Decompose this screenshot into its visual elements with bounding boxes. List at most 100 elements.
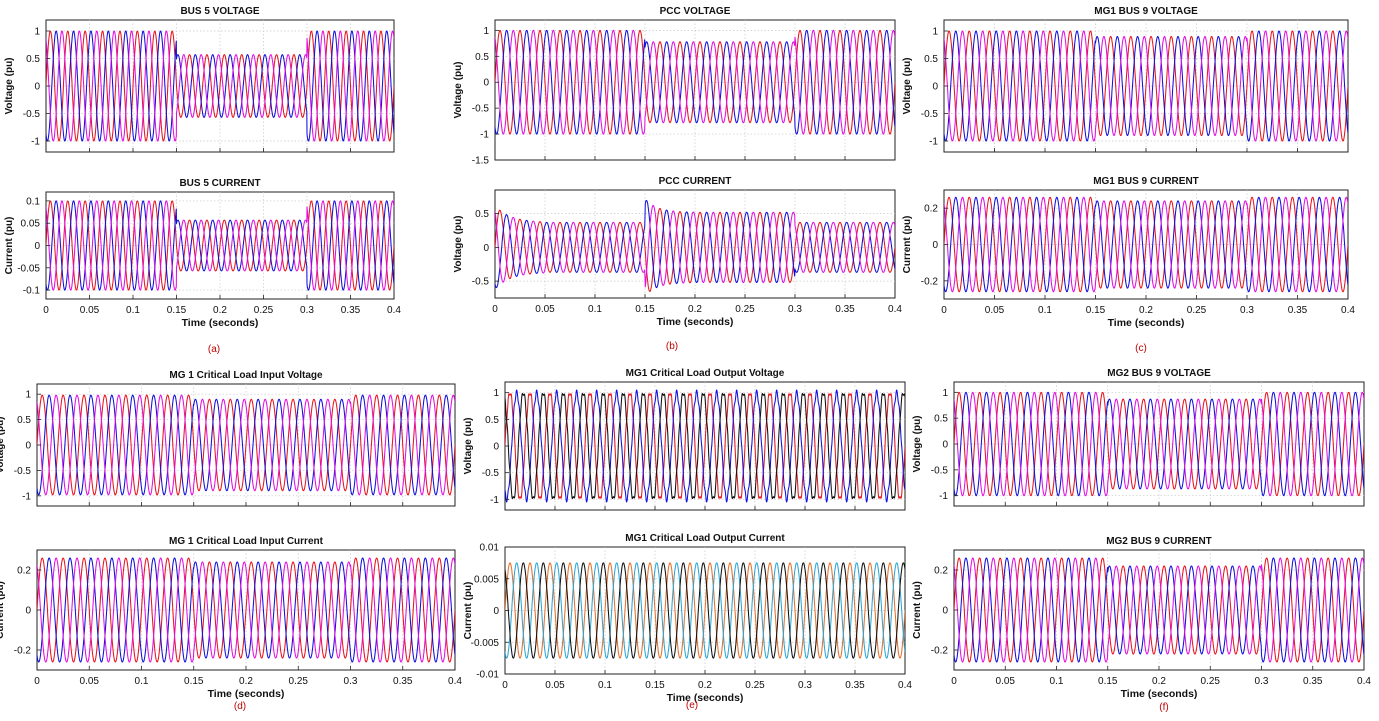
y-tick-label: 0.2: [934, 566, 948, 577]
chart-title: MG1 Critical Load Output Voltage: [626, 368, 785, 379]
phase-1-trace: [944, 196, 1348, 293]
x-tick-label: 0.3: [1240, 305, 1254, 316]
x-tick-label: 0.05: [996, 676, 1016, 687]
phase-3-trace: [954, 391, 1364, 497]
phase-3-trace: [46, 30, 394, 142]
x-tick-label: 0.4: [448, 676, 462, 687]
y-tick-label: -1: [22, 491, 31, 502]
x-tick-label: 0.3: [798, 680, 812, 691]
y-tick-label: 0.5: [26, 54, 40, 65]
x-tick-label: 0.1: [598, 680, 612, 691]
x-tick-label: 0.05: [535, 304, 555, 315]
y-axis-label: Voltage (pu): [0, 416, 6, 473]
chart-pcc-current: -0.5 0 0.5 0 0.05 0.1 0.15 0.2 0.25 0.3 0.35 0.4 PCC…: [453, 176, 902, 328]
traces: [954, 391, 1364, 497]
x-axis-label: Time (seconds): [1121, 688, 1198, 700]
x-tick-label: 0.4: [1341, 305, 1355, 316]
x-tick-label: 0.15: [645, 680, 665, 691]
x-tick-label: 0.05: [985, 305, 1005, 316]
chart-mg2-bus-9-current: -0.2 0 0.2 0 0.05 0.1 0.15 0.2 0.25 0.3 0.35 0.4 MG2…: [912, 536, 1371, 700]
traces: [495, 199, 895, 292]
x-tick-label: 0.25: [254, 305, 274, 316]
phase-3-trace: [46, 200, 394, 291]
y-tick-label: 0.05: [21, 219, 41, 230]
phase-2-trace: [46, 200, 394, 291]
y-axis-label: Voltage (pu): [463, 417, 474, 474]
chart-title: MG 1 Critical Load Input Current: [169, 536, 324, 547]
y-axis-label: Voltage (pu): [4, 57, 15, 114]
y-tick-label: 1: [932, 27, 938, 38]
traces: [37, 394, 455, 496]
chart-mg-1-critical-load-input-voltage: -1 -0.5 0 0.5 1 MG 1 Critical Load Input Volt…: [0, 370, 456, 507]
x-tick-label: 0.15: [1098, 676, 1118, 687]
x-tick-label: 0.3: [344, 676, 358, 687]
y-tick-label: 1: [483, 26, 489, 37]
phase-1-trace: [495, 29, 895, 135]
chart-bus-5-voltage: -1 -0.5 0 0.5 1 BUS 5 VOLTAGE Voltage (pu): [4, 6, 395, 153]
x-tick-label: 0.35: [845, 680, 865, 691]
chart-title: MG1 Critical Load Output Current: [625, 533, 785, 544]
subfigure-tag-d: (d): [234, 701, 246, 712]
y-tick-label: 0.005: [474, 574, 499, 585]
phase-2-trace: [954, 391, 1364, 497]
phase-2-trace: [505, 562, 905, 659]
phase-2-trace: [37, 557, 455, 663]
traces: [944, 30, 1348, 142]
y-axis-label: Current (pu): [4, 217, 15, 275]
y-tick-label: 0: [932, 240, 938, 251]
y-axis-label: Current (pu): [463, 582, 474, 640]
phase-3-trace: [37, 557, 455, 663]
x-tick-label: 0.4: [888, 304, 902, 315]
y-tick-label: -0.2: [14, 646, 32, 657]
y-tick-label: 0: [493, 442, 499, 453]
x-tick-label: 0.05: [545, 680, 565, 691]
y-tick-label: 0: [25, 441, 31, 452]
x-tick-label: 0.25: [1201, 676, 1221, 687]
x-tick-label: 0.4: [898, 680, 912, 691]
x-axis-label: Time (seconds): [667, 692, 744, 704]
chart-mg1-critical-load-output-voltage: -1 -0.5 0 0.5 1 MG1 Critical Load Output Volt…: [463, 368, 906, 511]
y-tick-label: -0.2: [931, 646, 949, 657]
chart-mg1-bus-9-current: -0.2 0 0.2 0 0.05 0.1 0.15 0.2 0.25 0.3 0.35 0.4 MG1…: [902, 176, 1355, 329]
x-axis-label: Time (seconds): [208, 688, 285, 700]
x-axis-label: Time (seconds): [1108, 317, 1185, 329]
y-tick-label: 0.2: [924, 204, 938, 215]
phase-3-trace: [944, 196, 1348, 293]
x-tick-label: 0: [43, 305, 49, 316]
phase-2-trace: [495, 199, 895, 289]
x-tick-label: 0.25: [1187, 305, 1207, 316]
y-tick-label: 0: [493, 606, 499, 617]
phase-2-trace: [505, 389, 905, 503]
x-tick-label: 0.35: [1303, 676, 1323, 687]
y-tick-label: 0.01: [480, 543, 500, 554]
x-tick-label: 0.35: [341, 305, 361, 316]
y-tick-label: 0.5: [934, 414, 948, 425]
x-tick-label: 0.2: [1152, 676, 1166, 687]
y-tick-label: -0.01: [476, 670, 499, 681]
y-tick-label: 0: [483, 78, 489, 89]
x-tick-label: 0.25: [735, 304, 755, 315]
phase-2-trace: [46, 30, 394, 142]
y-tick-label: 0.5: [485, 415, 499, 426]
x-tick-label: 0.2: [239, 676, 253, 687]
phase-1-trace: [46, 200, 394, 291]
phase-2-trace: [944, 196, 1348, 293]
y-tick-label: -0.5: [472, 104, 490, 115]
phase-3-trace: [495, 204, 895, 288]
phase-1-trace: [495, 207, 895, 292]
y-tick-label: -1.5: [472, 156, 490, 167]
y-tick-label: 1: [493, 388, 499, 399]
chart-mg1-bus-9-voltage: -1 -0.5 0 0.5 1 MG1 BUS 9 VOLTAGE Voltage (pu): [902, 6, 1349, 153]
phase-3-trace: [37, 394, 455, 496]
y-tick-label: 0: [942, 440, 948, 451]
y-tick-label: -1: [929, 137, 938, 148]
traces: [495, 29, 895, 135]
phase-3-trace: [495, 29, 895, 135]
chart-mg-1-critical-load-input-current: -0.2 0 0.2 0 0.05 0.1 0.15 0.2 0.25 0.3 0.35 0.4 MG …: [0, 536, 462, 700]
subfigure-tag-c: (c): [1135, 343, 1147, 354]
phase-2-trace: [944, 30, 1348, 142]
chart-pcc-voltage: -1.5 -1 -0.5 0 0.5 1 PCC VOLTAGE Voltage (pu): [453, 6, 896, 167]
y-tick-label: -1: [490, 495, 499, 506]
phase-2-trace: [37, 394, 455, 496]
x-tick-label: 0.2: [1139, 305, 1153, 316]
